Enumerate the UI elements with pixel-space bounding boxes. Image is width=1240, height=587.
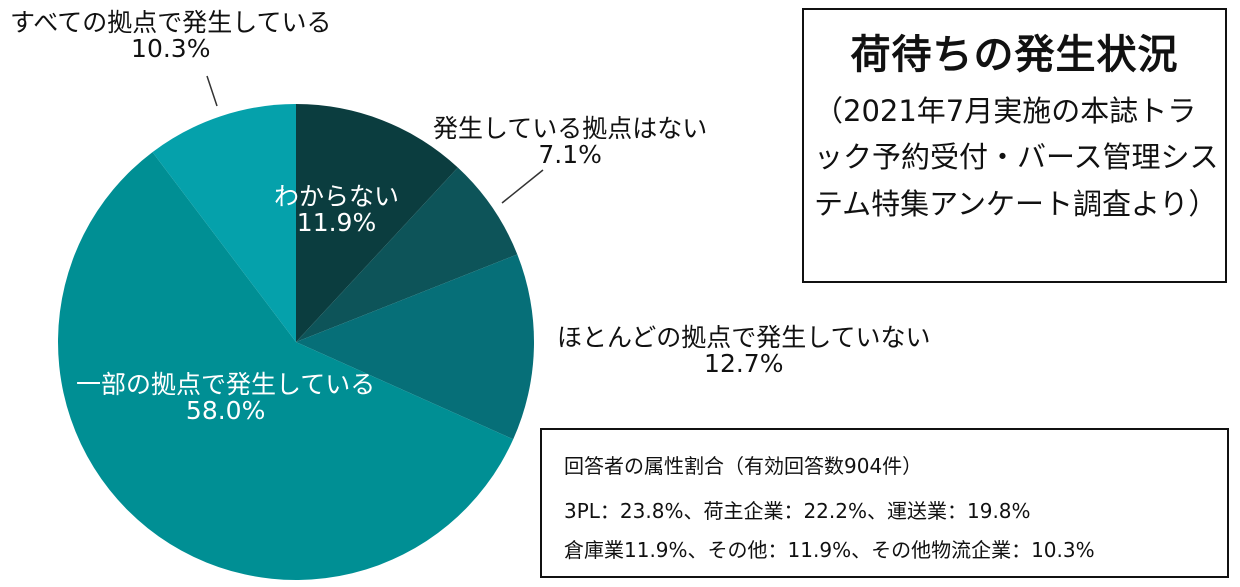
respondent-attributes-box: 回答者の属性割合（有効回答数904件） 3PL：23.8%、荷主企業：22.2%…: [540, 428, 1229, 578]
pie-slice-most-sites-none: [296, 254, 535, 440]
slice-label-no-sites: 発生している拠点はない 7.1%: [433, 114, 708, 170]
slice-label-some-sites: 一部の拠点で発生している 58.0%: [76, 370, 376, 426]
slice-label-unknown: わからない 11.9%: [274, 182, 400, 238]
respondent-attributes-line2: 倉庫業11.9%、その他：11.9%、その他物流企業：10.3%: [564, 538, 1095, 562]
pie-slice-unknown: [296, 104, 458, 342]
slice-label-all-sites: すべての拠点で発生している 10.3%: [10, 8, 332, 64]
title-box: 荷待ちの発生状況 （2021年7月実施の本誌トラック予約受付・バース管理システム…: [802, 8, 1227, 283]
pie-slice-all-sites: [152, 104, 296, 342]
slice-label-text: すべての拠点で発生している: [10, 8, 332, 37]
respondent-attributes-line1: 3PL：23.8%、荷主企業：22.2%、運送業：19.8%: [564, 499, 1031, 523]
slice-label-value: 7.1%: [538, 140, 602, 170]
slice-label-value: 12.7%: [704, 349, 784, 379]
respondent-attributes-title: 回答者の属性割合（有効回答数904件）: [564, 454, 923, 478]
slice-label-text: ほとんどの拠点で発生していない: [557, 323, 931, 352]
slice-label-text: 発生している拠点はない: [433, 114, 708, 143]
chart-title: 荷待ちの発生状況: [850, 32, 1179, 78]
pie-slice-no-sites: [296, 167, 518, 342]
slice-label-most-sites-none: ほとんどの拠点で発生していない 12.7%: [557, 323, 931, 379]
slice-label-value: 10.3%: [131, 34, 211, 64]
slice-label-value: 11.9%: [296, 208, 377, 238]
slice-label-text: 一部の拠点で発生している: [76, 370, 376, 399]
pie-slice-some-sites: [58, 152, 514, 580]
slice-label-value: 58.0%: [185, 396, 266, 426]
chart-subtitle: （2021年7月実施の本誌トラック予約受付・バース管理システム特集アンケート調査…: [814, 94, 1219, 221]
pie-chart: [58, 104, 535, 580]
slice-label-text: わからない: [274, 182, 400, 211]
